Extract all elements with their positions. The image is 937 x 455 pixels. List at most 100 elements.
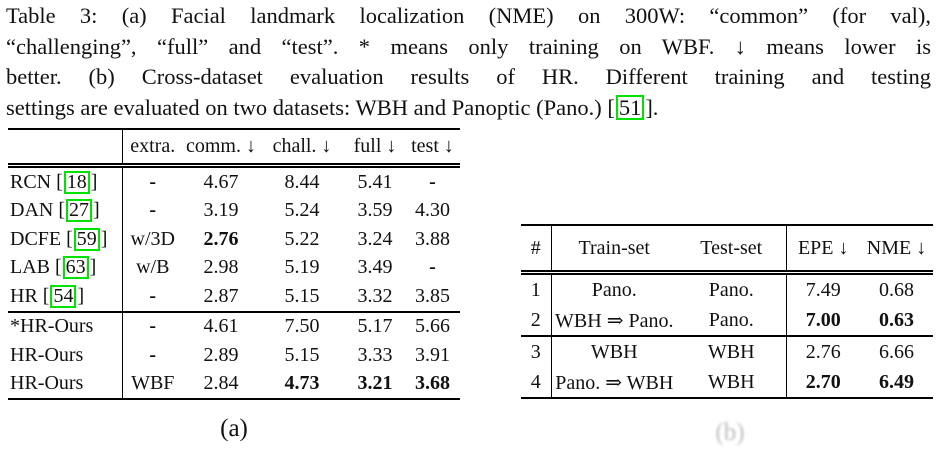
cell-test: Pano. [677,272,787,305]
cell-chall: 5.15 [259,282,345,313]
cell-method: HR-Ours [8,369,123,400]
cell-full: 3.49 [357,256,393,279]
cell-nme: 0.63 [860,305,933,337]
cell-method: HR [54] [8,282,123,313]
table-row-rcn: RCN [18] - 4.67 8.44 5.41 - [8,165,460,197]
cell-method: DAN [27] [8,196,123,225]
cell-test: WBH [677,367,787,399]
cell-comm: 2.89 [203,343,239,366]
cell-chall: 5.15 [284,343,320,366]
cell-epe: 7.49 [805,278,841,301]
cell-method: HR-Ours [8,341,123,370]
cell-test: 3.91 [415,343,450,366]
cell-comm: 4.67 [203,170,239,193]
cell-extra: - [149,343,157,366]
citation-link-54[interactable]: 54 [50,284,77,308]
citation-link-18[interactable]: 18 [63,170,90,194]
table-a-header-row: extra. comm. ↓ chall. ↓ full ↓ test ↓ [8,128,460,168]
cell-extra: - [149,315,157,338]
citation-link-27[interactable]: 27 [66,199,93,223]
cell-num: 4 [521,367,552,399]
method-label: LAB [10,256,50,279]
citation-link-51[interactable]: 51 [615,94,645,120]
cell-epe: 7.00 [786,305,860,337]
cell-extra: - [149,170,157,193]
cell-train: Pano. [591,278,637,301]
caption-line-4-text: settings are evaluated on two datasets: … [6,94,615,120]
cell-test: - [429,256,436,279]
cell-chall: 5.24 [284,199,320,222]
method-label: DAN [10,199,54,222]
cell-epe: 2.70 [786,367,860,399]
cell-extra: WBF [122,369,183,400]
cell-extra: - [122,282,183,313]
cell-method: RCN [18] [8,165,123,197]
cell-nme: 6.49 [860,367,933,399]
cell-test: 5.66 [415,315,450,338]
cell-epe: 2.76 [805,340,841,363]
cell-test: 3.88 [415,227,450,250]
table-row-4: 4 Pano. ⇒ WBH WBH 2.70 6.49 [521,367,933,399]
cell-nme: 6.66 [879,340,914,363]
cell-train: Pano. ⇒ WBH [551,367,677,399]
cell-train: WBH [590,340,638,363]
cell-extra: w/3D [130,227,175,250]
header-num: # [521,224,552,275]
cell-comm: 4.61 [203,315,239,338]
table-a-300w-results: extra. comm. ↓ chall. ↓ full ↓ test ↓ RC… [8,128,460,400]
cell-method: DCFE [59] [8,225,123,254]
cell-full: 5.17 [357,315,393,338]
caption-line-4: settings are evaluated on two datasets: … [6,93,931,124]
header-epe: EPE ↓ [786,224,860,275]
table-row-3: 3 WBH WBH 2.76 6.66 [521,336,933,367]
cell-chall: 8.44 [284,170,320,193]
table-b-sublabel-faint: (b) [715,419,745,446]
table-a-sublabel: (a) [220,415,248,442]
table-row-1: 1 Pano. Pano. 7.49 0.68 [521,272,933,305]
header-test-set: Test-set [677,224,787,275]
cell-test: WBH [677,336,787,367]
citation-link-59[interactable]: 59 [73,227,100,251]
header-comm: comm. ↓ [183,128,259,168]
header-test: test ↓ [405,128,460,168]
header-full: full ↓ [345,128,405,168]
cell-full: 3.59 [357,199,393,222]
cell-chall: 5.19 [284,256,320,279]
cell-comm: 2.87 [183,282,259,313]
cell-test: - [429,170,436,193]
cell-method: LAB [63] [8,253,123,282]
cell-comm: 2.84 [183,369,259,400]
cell-full: 3.21 [345,369,405,400]
cell-full: 3.33 [357,343,393,366]
header-nme: NME ↓ [860,224,933,275]
method-label: HR [10,284,38,307]
cell-num: 1 [521,272,552,305]
cell-test: Pano. [677,305,787,337]
table-row-dcfe: DCFE [59] w/3D 2.76 5.22 3.24 3.88 [8,225,460,254]
citation-link-63[interactable]: 63 [62,256,89,280]
method-label: DCFE [10,227,62,250]
table-row-hr-ours-wbf: HR-Ours WBF 2.84 4.73 3.21 3.68 [8,369,460,400]
cell-chall: 7.50 [284,315,320,338]
method-label: RCN [10,170,52,193]
cell-extra: w/B [136,256,170,279]
caption-line-3: better. (b) Cross-dataset evaluation res… [6,64,931,89]
cell-test: 4.30 [415,199,450,222]
header-extra: extra. [122,128,183,168]
caption-line-4-end: ]. [645,94,659,120]
table-row-hr-ours: HR-Ours - 2.89 5.15 3.33 3.91 [8,341,460,370]
cell-extra: - [149,199,157,222]
caption-line-2: “challenging”, “full” and “test”. * mean… [6,33,931,59]
cell-test: 3.68 [405,369,460,400]
table-b-cross-dataset: # Train-set Test-set EPE ↓ NME ↓ 1 Pano.… [521,224,933,399]
cell-method: *HR-Ours [8,311,123,341]
table-b-header-row: # Train-set Test-set EPE ↓ NME ↓ [521,224,933,275]
cell-num: 2 [521,305,552,337]
cell-full: 3.24 [357,227,393,250]
header-chall: chall. ↓ [259,128,345,168]
cell-comm: 3.19 [203,199,239,222]
table-caption: Table 3: (a) Facial landmark localizatio… [6,1,931,123]
header-train-set: Train-set [551,224,677,275]
cell-comm: 2.76 [203,227,239,250]
cell-train: WBH ⇒ Pano. [551,305,677,337]
